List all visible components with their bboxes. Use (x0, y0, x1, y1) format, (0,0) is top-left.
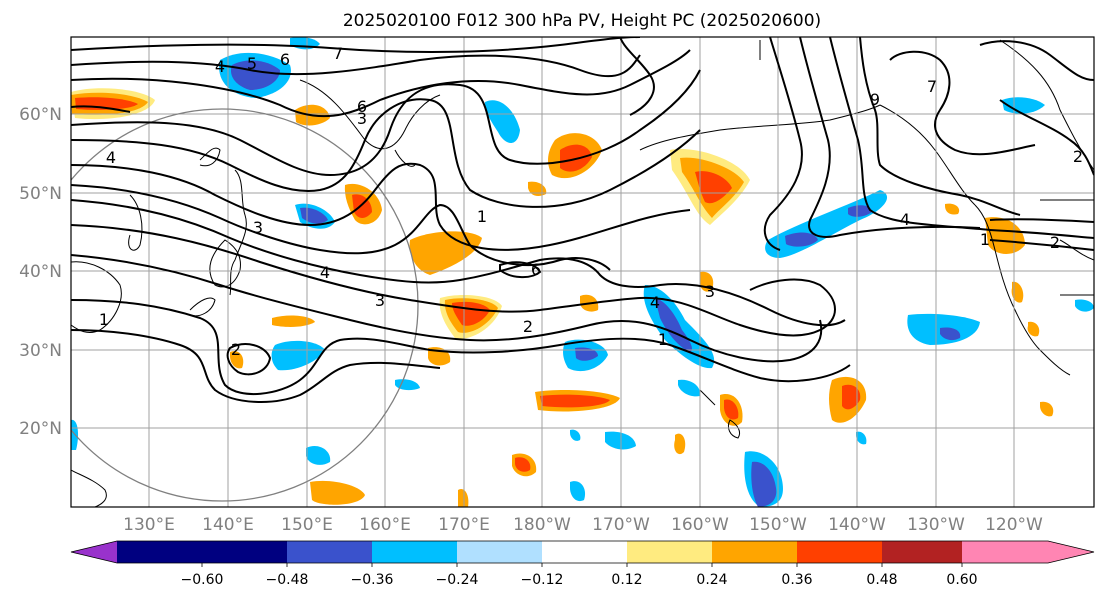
contour-label: 1 (477, 207, 487, 226)
lon-label: 150°W (749, 515, 807, 535)
contour-label: 2 (1073, 147, 1083, 166)
map-frame (70, 36, 1095, 508)
contour-label: 4 (320, 263, 330, 282)
contour-label: 1 (658, 330, 668, 349)
contour-label: 2 (523, 317, 533, 336)
contour-label: 7 (333, 44, 343, 63)
lon-label: 130°W (907, 515, 965, 535)
lon-label: 170°E (438, 515, 490, 535)
colorbar-label: −0.60 (181, 572, 224, 588)
colorbar-ticks (201, 563, 963, 567)
colorbar: −0.60 −0.48 −0.36 −0.24 −0.12 0.12 0.24 … (70, 540, 1095, 588)
contour-label: 3 (375, 291, 385, 310)
colorbar-cell (202, 541, 287, 563)
lat-label: 60°N (19, 105, 62, 125)
figure-title: 2025020100 F012 300 hPa PV, Height PC (2… (343, 11, 821, 31)
contour-label: 1 (980, 230, 990, 249)
contour-label: 3 (705, 282, 715, 301)
colorbar-label: 0.12 (611, 572, 642, 588)
lon-label: 150°E (281, 515, 333, 535)
contour-label: 5 (247, 54, 257, 73)
colorbar-outline (70, 540, 1095, 564)
colorbar-label: 0.24 (696, 572, 727, 588)
lat-label: 20°N (19, 419, 62, 439)
lat-label: 50°N (19, 184, 62, 204)
colorbar-cell (627, 541, 712, 563)
colorbar-cell (962, 541, 1094, 563)
lat-label: 30°N (19, 341, 62, 361)
colorbar-label: −0.24 (436, 572, 479, 588)
lon-label: 140°W (828, 515, 886, 535)
colorbar-cell (117, 541, 202, 563)
colorbar-label: 0.60 (946, 572, 977, 588)
reference-circle (71, 108, 419, 502)
colorbar-cell (372, 541, 457, 563)
contour-label: 6 (531, 260, 541, 279)
colorbar-cell (71, 541, 117, 563)
map-panel: 5 6 7 4 6 3 4 9 7 2 4 3 4 3 2 6 3 1 2 4 … (71, 37, 1094, 507)
contour-label: 4 (900, 210, 910, 229)
contour-label: 6 (357, 97, 367, 116)
colorbar-cell (542, 541, 627, 563)
lon-label: 160°W (671, 515, 729, 535)
contour-label: 3 (253, 218, 263, 237)
longitude-labels: 130°E 140°E 150°E 160°E 170°E 180°W 170°… (123, 515, 1043, 535)
contour-label: 1 (99, 310, 109, 329)
lon-label: 130°E (123, 515, 175, 535)
lon-label: 120°W (985, 515, 1043, 535)
colorbar-label: −0.36 (351, 572, 394, 588)
contour-label: 3 (357, 109, 367, 128)
colorbar-cell (882, 541, 962, 563)
lat-label: 40°N (19, 262, 62, 282)
contour-label: 6 (280, 50, 290, 69)
contour-label: 2 (231, 340, 241, 359)
colorbar-label: 0.48 (866, 572, 897, 588)
colorbar-label: 0.36 (781, 572, 812, 588)
colorbar-cell (797, 541, 882, 563)
contour-label: 2 (1050, 233, 1060, 252)
height-contours (71, 37, 1094, 403)
contour-label: 7 (927, 77, 937, 96)
colorbar-cell (457, 541, 542, 563)
contour-label: 4 (215, 57, 225, 76)
contour-label: 4 (650, 293, 660, 312)
lon-label: 160°E (359, 515, 411, 535)
lon-label: 180°W (513, 515, 571, 535)
colorbar-label: −0.12 (521, 572, 564, 588)
latitude-labels: 60°N 50°N 40°N 30°N 20°N (19, 105, 62, 439)
contour-label: 4 (106, 148, 116, 167)
contour-label: 9 (870, 90, 880, 109)
colorbar-cell (712, 541, 797, 563)
lon-label: 170°W (592, 515, 650, 535)
colorbar-label: −0.48 (266, 572, 309, 588)
contour-labels: 5 6 7 4 6 3 4 9 7 2 4 3 4 3 2 6 3 1 2 4 … (99, 44, 1083, 359)
colorbar-cell (287, 541, 372, 563)
lon-label: 140°E (202, 515, 254, 535)
